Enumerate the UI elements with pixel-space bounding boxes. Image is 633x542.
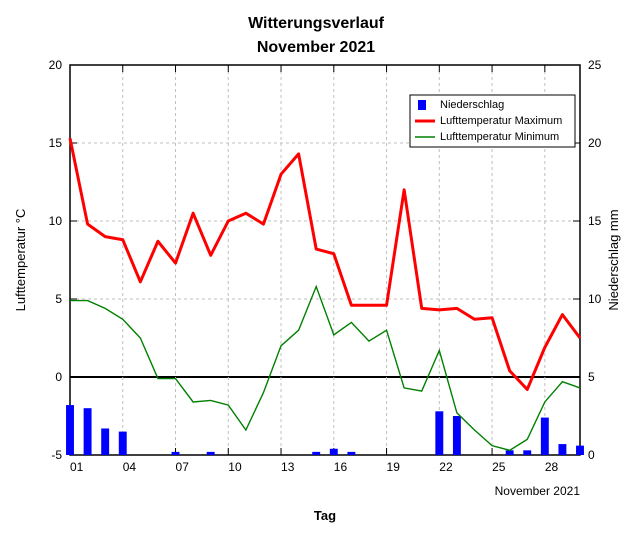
precip-bar — [541, 418, 549, 455]
precip-bar — [66, 405, 74, 455]
yleft-tick-label: 10 — [49, 214, 63, 228]
y-left-label: Lufttemperatur °C — [13, 209, 28, 312]
precip-bar — [558, 444, 566, 455]
yright-tick-label: 20 — [588, 136, 602, 150]
yright-tick-label: 25 — [588, 58, 602, 72]
yright-tick-label: 0 — [588, 448, 595, 462]
x-tick-label: 25 — [492, 460, 506, 474]
y-right-label: Niederschlag mm — [606, 209, 621, 310]
yleft-tick-label: 5 — [55, 292, 62, 306]
footer-label: November 2021 — [495, 484, 581, 498]
precip-bar — [330, 449, 338, 455]
chart-container: Witterungsverlauf November 2021 -5 0 5 10 15 20… — [0, 0, 633, 542]
x-tick-label: 13 — [281, 460, 295, 474]
x-label: Tag — [314, 508, 336, 523]
precip-bar — [207, 452, 215, 455]
x-tick-label: 01 — [70, 460, 84, 474]
precip-bar — [101, 428, 109, 455]
precip-bar — [119, 432, 127, 455]
x-tick-label: 10 — [228, 460, 242, 474]
legend-label: Niederschlag — [440, 99, 504, 111]
yleft-tick-label: 15 — [49, 136, 63, 150]
chart-svg: Witterungsverlauf November 2021 -5 0 5 10 15 20… — [0, 0, 633, 542]
x-tick-label: 04 — [123, 460, 137, 474]
precip-bar — [435, 411, 443, 455]
x-tick-label: 07 — [176, 460, 190, 474]
legend-label: Lufttemperatur Maximum — [440, 115, 562, 127]
precip-bar — [523, 450, 531, 455]
precip-bar — [172, 452, 180, 455]
x-tick-label: 16 — [334, 460, 348, 474]
yleft-tick-label: 0 — [55, 370, 62, 384]
precip-bar — [84, 408, 92, 455]
legend-swatch-precip — [418, 100, 426, 110]
yright-tick-label: 5 — [588, 370, 595, 384]
yleft-tick-label: -5 — [51, 448, 62, 462]
precip-bar — [312, 452, 320, 455]
precip-bar — [453, 416, 461, 455]
chart-title-1: Witterungsverlauf — [248, 15, 385, 32]
legend-label: Lufttemperatur Minimum — [440, 131, 559, 143]
yright-tick-label: 10 — [588, 292, 602, 306]
chart-title-2: November 2021 — [257, 39, 375, 56]
precip-bar — [347, 452, 355, 455]
x-tick-label: 19 — [387, 460, 401, 474]
x-tick-label: 28 — [545, 460, 559, 474]
yleft-tick-label: 20 — [49, 58, 63, 72]
x-tick-label: 22 — [439, 460, 453, 474]
yright-tick-label: 15 — [588, 214, 602, 228]
precip-bar — [576, 446, 584, 455]
